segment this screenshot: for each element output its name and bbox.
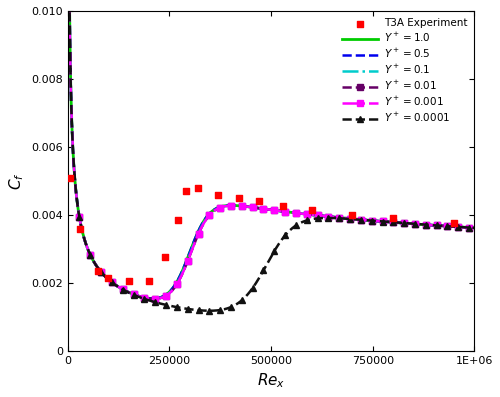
- Y+ = 0.01: [472, 225, 478, 230]
- Y+ = 0.01: [222, 204, 228, 209]
- Y+ = 1.0: [239, 204, 245, 208]
- Y+ = 0.0001: [136, 295, 142, 299]
- Y+ = 0.001: [151, 297, 157, 301]
- T3A Experiment: [234, 195, 242, 201]
- Y+ = 0.1: [112, 282, 118, 287]
- Y+ = 0.001: [112, 282, 118, 287]
- Y+ = 0.5: [464, 225, 469, 230]
- Y+ = 0.1: [136, 294, 142, 299]
- Y+ = 0.0001: [222, 307, 228, 312]
- Y+ = 0.001: [136, 294, 142, 299]
- Y+ = 0.0001: [420, 222, 426, 227]
- T3A Experiment: [174, 217, 182, 223]
- Y+ = 0.1: [150, 297, 156, 301]
- Y+ = 0.5: [136, 294, 142, 299]
- Y+ = 0.001: [420, 222, 426, 227]
- Y+ = 0.0001: [464, 225, 469, 230]
- Y+ = 0.5: [239, 204, 245, 208]
- Y+ = 0.1: [239, 204, 245, 208]
- T3A Experiment: [389, 215, 397, 222]
- Y+ = 0.1: [420, 222, 426, 227]
- Y+ = 0.001: [239, 204, 245, 208]
- T3A Experiment: [255, 198, 263, 204]
- T3A Experiment: [125, 278, 133, 284]
- Y+ = 0.01: [136, 294, 142, 299]
- Y+ = 1.0: [472, 225, 478, 230]
- T3A Experiment: [348, 212, 356, 218]
- Y+ = 0.001: [464, 225, 469, 230]
- Y+ = 0.0001: [112, 282, 118, 287]
- Y+ = 0.0001: [206, 308, 212, 313]
- Line: Y+ = 0.5: Y+ = 0.5: [68, 0, 474, 299]
- Y+ = 0.1: [222, 204, 228, 208]
- T3A Experiment: [76, 225, 84, 232]
- T3A Experiment: [94, 268, 102, 274]
- X-axis label: $Re_x$: $Re_x$: [257, 371, 286, 390]
- Line: Y+ = 0.001: Y+ = 0.001: [66, 0, 477, 302]
- Y+ = 1.0: [222, 204, 228, 208]
- Y+ = 0.001: [222, 204, 228, 209]
- T3A Experiment: [214, 191, 222, 198]
- T3A Experiment: [450, 220, 458, 227]
- Y-axis label: $C_f$: $C_f$: [7, 172, 26, 190]
- Y+ = 0.01: [239, 204, 245, 208]
- T3A Experiment: [308, 207, 316, 213]
- Legend: T3A Experiment, $Y^+ = 1.0$, $Y^+ = 0.5$, $Y^+ = 0.1$, $Y^+ = 0.01$, $Y^+ = 0.00: T3A Experiment, $Y^+ = 1.0$, $Y^+ = 0.5$…: [338, 14, 471, 129]
- T3A Experiment: [66, 174, 74, 181]
- Y+ = 1.0: [136, 294, 142, 299]
- Line: Y+ = 0.01: Y+ = 0.01: [66, 0, 477, 302]
- T3A Experiment: [145, 278, 153, 284]
- Y+ = 0.5: [222, 204, 228, 208]
- Y+ = 1.0: [464, 225, 469, 230]
- Y+ = 0.01: [420, 222, 426, 227]
- Line: Y+ = 0.1: Y+ = 0.1: [68, 0, 474, 299]
- Y+ = 0.001: [472, 225, 478, 230]
- Y+ = 0.5: [150, 296, 156, 301]
- Y+ = 0.1: [472, 225, 478, 230]
- Y+ = 0.01: [464, 225, 469, 230]
- Y+ = 1.0: [112, 282, 118, 287]
- Y+ = 0.1: [464, 225, 469, 230]
- Y+ = 1.0: [150, 296, 156, 301]
- T3A Experiment: [194, 185, 202, 191]
- Line: Y+ = 0.0001: Y+ = 0.0001: [66, 0, 477, 314]
- Y+ = 0.5: [420, 222, 426, 227]
- Y+ = 0.5: [112, 282, 118, 287]
- Line: Y+ = 1.0: Y+ = 1.0: [68, 0, 474, 299]
- Y+ = 0.01: [112, 282, 118, 287]
- Y+ = 0.01: [151, 297, 157, 301]
- T3A Experiment: [182, 188, 190, 194]
- Y+ = 0.5: [472, 225, 478, 230]
- Y+ = 1.0: [420, 222, 426, 227]
- T3A Experiment: [104, 275, 112, 281]
- Y+ = 0.0001: [472, 225, 478, 230]
- T3A Experiment: [280, 203, 287, 210]
- Y+ = 0.0001: [239, 298, 245, 303]
- T3A Experiment: [162, 254, 170, 260]
